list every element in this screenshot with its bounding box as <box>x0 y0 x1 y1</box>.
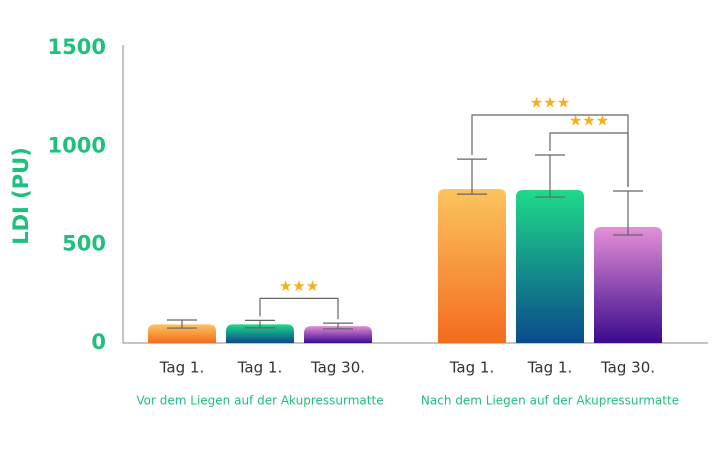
y-axis-title: LDI (PU) <box>9 147 33 245</box>
x-tick-label: Tag 30. <box>600 359 655 377</box>
bar <box>226 324 294 343</box>
bar <box>304 326 372 343</box>
bar <box>516 189 584 343</box>
group-label: Nach dem Liegen auf der Akupressurmatte <box>421 394 679 408</box>
error-bar <box>535 154 565 198</box>
significance-bracket <box>259 297 339 320</box>
bar <box>438 189 506 343</box>
bar <box>148 324 216 343</box>
x-tick-label: Tag 1. <box>159 359 204 377</box>
significance-stars: ★★★ <box>569 111 609 129</box>
significance-stars: ★★★ <box>530 93 570 111</box>
y-tick-label: 500 <box>62 232 106 256</box>
significance-bracket <box>549 132 629 187</box>
bar <box>594 226 662 343</box>
y-tick-label: 1000 <box>48 133 106 157</box>
y-tick-label: 0 <box>91 330 106 354</box>
x-tick-label: Tag 1. <box>449 359 494 377</box>
error-bar <box>457 158 487 195</box>
significance-stars: ★★★ <box>279 277 319 295</box>
x-tick-label: Tag 30. <box>310 359 365 377</box>
error-bar <box>613 190 643 236</box>
error-bar <box>323 322 353 330</box>
y-tick-label: 1500 <box>48 35 106 59</box>
group-label: Vor dem Liegen auf der Akupressurmatte <box>136 394 383 408</box>
significance-bracket <box>471 114 629 187</box>
x-tick-label: Tag 1. <box>527 359 572 377</box>
error-bar <box>245 319 275 329</box>
error-bar <box>167 319 197 329</box>
x-tick-label: Tag 1. <box>237 359 282 377</box>
